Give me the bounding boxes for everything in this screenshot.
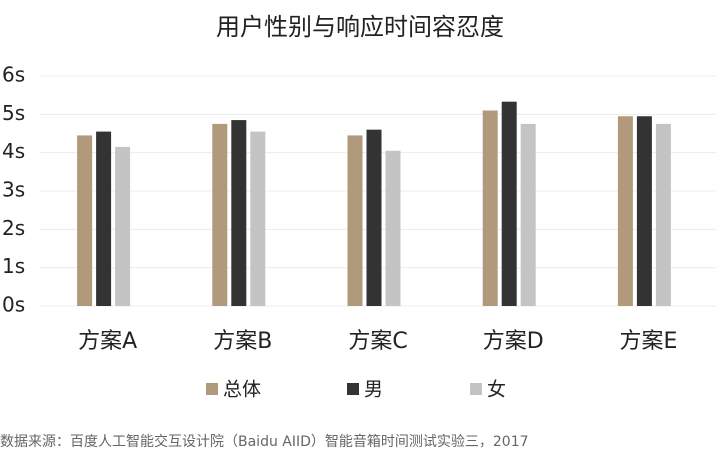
bar xyxy=(347,135,363,306)
bar xyxy=(482,110,498,306)
y-tick-label: 3s xyxy=(2,178,25,202)
legend-swatch xyxy=(206,383,218,395)
bar xyxy=(250,131,266,306)
bar xyxy=(231,120,247,306)
y-tick-label: 6s xyxy=(2,63,25,87)
x-tick-label: 方案C xyxy=(348,329,407,354)
y-tick-label: 1s xyxy=(2,254,25,278)
bar xyxy=(96,131,112,306)
legend-swatch xyxy=(470,383,482,395)
bar xyxy=(655,123,671,307)
bar xyxy=(366,129,382,306)
bar xyxy=(501,101,517,306)
y-tick-label: 2s xyxy=(2,216,25,240)
legend-swatch xyxy=(347,383,359,395)
x-tick-label: 方案B xyxy=(213,329,272,354)
bar xyxy=(115,146,131,306)
y-tick-label: 4s xyxy=(2,139,25,163)
y-tick-label: 5s xyxy=(2,101,25,125)
legend-label: 男 xyxy=(364,379,383,401)
chart-title: 用户性别与响应时间容忍度 xyxy=(216,13,504,41)
bar xyxy=(520,123,536,307)
bar xyxy=(617,116,633,306)
legend-label: 总体 xyxy=(223,379,261,401)
bar xyxy=(77,135,93,306)
legend-label: 女 xyxy=(487,379,506,401)
source-note: 数据来源：百度人工智能交互设计院（Baidu AIID）智能音箱时间测试实验三，… xyxy=(0,433,529,450)
x-tick-label: 方案E xyxy=(619,329,677,354)
bar xyxy=(212,123,228,307)
x-tick-label: 方案A xyxy=(78,329,137,354)
bar xyxy=(636,116,652,306)
bar xyxy=(385,150,401,306)
x-tick-label: 方案D xyxy=(483,329,544,354)
y-tick-label: 0s xyxy=(2,293,25,317)
